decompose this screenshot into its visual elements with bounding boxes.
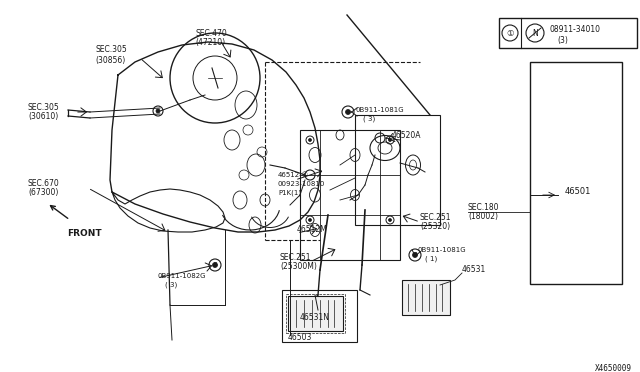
Circle shape bbox=[212, 263, 218, 267]
Bar bbox=[530, 62, 622, 284]
Text: 0B911-1081G: 0B911-1081G bbox=[355, 107, 404, 113]
Text: ( 1): ( 1) bbox=[425, 256, 437, 262]
Bar bbox=[288, 296, 343, 331]
Text: 46520A: 46520A bbox=[392, 131, 422, 140]
Text: (25300M): (25300M) bbox=[280, 263, 317, 272]
Text: 46512-①: 46512-① bbox=[278, 172, 309, 178]
Text: B: B bbox=[213, 263, 217, 267]
Text: 0B911-1081G: 0B911-1081G bbox=[417, 247, 466, 253]
Text: (30610): (30610) bbox=[28, 112, 58, 121]
Text: FRONT: FRONT bbox=[67, 228, 102, 237]
Text: (67300): (67300) bbox=[28, 187, 58, 196]
Text: SEC.305: SEC.305 bbox=[95, 45, 127, 55]
Text: (3): (3) bbox=[557, 35, 568, 45]
Text: ( 3): ( 3) bbox=[363, 116, 375, 122]
Circle shape bbox=[308, 218, 312, 221]
Text: (25320): (25320) bbox=[420, 222, 450, 231]
Text: 08911-34010: 08911-34010 bbox=[549, 25, 600, 33]
Text: ( 3): ( 3) bbox=[165, 282, 177, 288]
Bar bbox=[286, 294, 345, 333]
Text: SEC.251: SEC.251 bbox=[420, 214, 451, 222]
Text: 46512M: 46512M bbox=[297, 225, 328, 234]
Text: X4650009: X4650009 bbox=[595, 364, 632, 372]
Circle shape bbox=[346, 109, 351, 115]
Text: (30856): (30856) bbox=[95, 55, 125, 64]
Circle shape bbox=[388, 218, 392, 221]
Bar bbox=[402, 280, 450, 315]
Bar bbox=[300, 130, 400, 260]
Text: P1K(1): P1K(1) bbox=[278, 190, 301, 196]
Bar bbox=[282, 290, 357, 342]
Text: 46501: 46501 bbox=[565, 187, 591, 196]
Text: ①: ① bbox=[506, 29, 514, 38]
Text: SEC.251: SEC.251 bbox=[280, 253, 312, 263]
Text: 46531: 46531 bbox=[462, 266, 486, 275]
Text: (18002): (18002) bbox=[468, 212, 498, 221]
Text: 46503: 46503 bbox=[288, 333, 312, 341]
Text: B: B bbox=[413, 253, 417, 257]
Text: SEC.470: SEC.470 bbox=[195, 29, 227, 38]
Text: (47210): (47210) bbox=[195, 38, 225, 48]
Bar bbox=[355, 115, 440, 225]
Circle shape bbox=[413, 253, 417, 257]
Circle shape bbox=[156, 109, 160, 113]
Text: SEC.180: SEC.180 bbox=[468, 203, 499, 212]
Bar bbox=[499, 18, 637, 48]
Text: 46531N: 46531N bbox=[300, 312, 330, 321]
Text: 0B911-1082G: 0B911-1082G bbox=[157, 273, 205, 279]
Text: SEC.305: SEC.305 bbox=[28, 103, 60, 112]
Text: SEC.670: SEC.670 bbox=[28, 179, 60, 187]
Text: B: B bbox=[346, 109, 350, 115]
Circle shape bbox=[388, 138, 392, 141]
Text: N: N bbox=[532, 29, 538, 38]
Circle shape bbox=[308, 138, 312, 141]
Text: 00923-10810: 00923-10810 bbox=[278, 181, 325, 187]
